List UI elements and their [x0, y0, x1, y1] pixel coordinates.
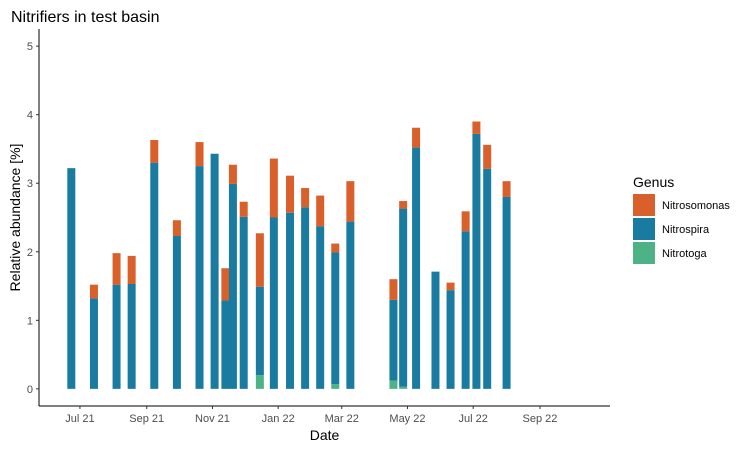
bar-nitrospira-2021-12-28	[269, 217, 278, 389]
y-tick-label: 5	[27, 41, 33, 53]
bar-nitrosomonas-2022-02-23	[331, 243, 340, 253]
x-tick-label: Nov 21	[195, 413, 230, 425]
bar-nitrospira-2021-10-20	[195, 166, 204, 389]
bar-nitrospira-2021-11-13	[221, 300, 230, 389]
bar-nitrosomonas-2021-10-20	[195, 142, 204, 167]
bar-nitrospira-2021-09-29	[172, 236, 181, 389]
bar-nitrospira-2022-04-27	[399, 208, 408, 387]
bar-nitrospira-2021-11-30	[239, 216, 248, 389]
legend-key-nitrotoga	[633, 242, 655, 264]
bar-nitrosomonas-2021-11-20	[228, 164, 237, 184]
bar-nitrosomonas-2021-09-08	[150, 140, 159, 163]
bar-nitrospira-2022-01-26	[301, 207, 310, 389]
bar-nitrotoga-2021-12-15	[255, 375, 264, 389]
plot-area	[67, 121, 511, 389]
bar-nitrospira-2022-04-18	[389, 299, 398, 381]
bar-nitrospira-2022-02-23	[331, 252, 340, 385]
bar-nitrosomonas-2021-11-30	[239, 201, 248, 217]
x-tick-label: Mar 22	[325, 413, 359, 425]
bar-nitrosomonas-2022-07-14	[483, 144, 492, 169]
bar-nitrosomonas-2021-11-13	[221, 268, 230, 301]
bar-nitrosomonas-2021-09-29	[172, 220, 181, 237]
bar-nitrospira-2021-08-04	[112, 284, 121, 389]
bar-nitrospira-2022-01-12	[286, 212, 295, 389]
bar-nitrosomonas-2022-06-10	[446, 282, 455, 291]
y-axis: 0 1 2 3 4 5	[27, 41, 39, 396]
bar-nitrotoga-2022-02-23	[331, 384, 340, 389]
bar-nitrospira-2021-09-08	[150, 162, 159, 389]
x-axis-title: Date	[310, 427, 340, 443]
bar-nitrosomonas-2022-01-26	[301, 188, 310, 208]
bar-nitrospira-2022-02-09	[316, 226, 325, 389]
bar-nitrospira-2021-12-15	[255, 286, 264, 376]
bar-nitrosomonas-2022-04-18	[389, 279, 398, 300]
bar-nitrospira-2022-03-09	[346, 221, 355, 389]
y-tick-label: 1	[27, 315, 33, 327]
x-tick-label: May 22	[389, 413, 425, 425]
x-axis: Jul 21 Sep 21 Nov 21 Jan 22 Mar 22 May 22 Jul …	[65, 406, 557, 425]
bar-nitrosomonas-2022-08-01	[502, 181, 511, 197]
bar-nitrosomonas-2021-08-18	[127, 255, 136, 284]
y-tick-label: 0	[27, 384, 33, 396]
bar-nitrospira-2022-06-10	[446, 290, 455, 389]
legend-label-nitrospira: Nitrospira	[662, 224, 710, 236]
bar-nitrosomonas-2021-12-15	[255, 233, 264, 287]
bar-nitrospira-2021-08-18	[127, 283, 136, 389]
bar-nitrosomonas-2022-05-09	[412, 127, 421, 148]
x-tick-label: Jan 22	[262, 413, 295, 425]
y-tick-label: 3	[27, 178, 33, 190]
y-axis-title: Relative abundance [%]	[7, 144, 23, 292]
legend-label-nitrosomonas: Nitrosomonas	[662, 200, 730, 212]
bar-nitrospira-2021-11-20	[228, 183, 237, 389]
bar-nitrospira-2022-07-04	[472, 133, 481, 389]
x-tick-label: Jul 22	[458, 413, 487, 425]
x-tick-label: Jul 21	[65, 413, 94, 425]
bar-nitrosomonas-2021-07-14	[89, 284, 98, 299]
bar-nitrosomonas-2021-08-04	[112, 253, 121, 285]
bar-nitrosomonas-2021-12-28	[269, 158, 278, 218]
bar-nitrospira-2021-07-14	[89, 298, 98, 389]
bar-nitrosomonas-2022-03-09	[346, 181, 355, 222]
x-tick-label: Sep 22	[523, 413, 558, 425]
bar-nitrotoga-2022-04-18	[389, 380, 398, 389]
bar-nitrosomonas-2022-06-24	[461, 211, 470, 232]
legend: Genus Nitrosomonas Nitrospira Nitrotoga	[633, 174, 730, 264]
bar-nitrospira-2022-05-27	[431, 271, 440, 389]
bar-nitrosomonas-2022-01-12	[286, 175, 295, 213]
legend-key-nitrospira	[633, 218, 655, 240]
bar-nitrospira-2021-11-03	[210, 153, 219, 389]
bar-nitrospira-2022-07-14	[483, 168, 492, 389]
bar-nitrospira-2022-05-09	[412, 147, 421, 389]
bar-nitrosomonas-2022-02-09	[316, 195, 325, 227]
legend-title: Genus	[633, 174, 674, 190]
bar-nitrospira-2021-06-23	[67, 168, 76, 389]
y-tick-label: 2	[27, 247, 33, 259]
legend-key-nitrosomonas	[633, 194, 655, 216]
y-tick-label: 4	[27, 110, 33, 122]
bar-nitrotoga-2022-04-27	[399, 386, 408, 389]
bar-nitrospira-2022-08-01	[502, 196, 511, 389]
bar-nitrosomonas-2022-04-27	[399, 201, 408, 209]
chart-title: Nitrifiers in test basin	[11, 9, 160, 26]
x-tick-label: Sep 21	[129, 413, 164, 425]
bar-nitrosomonas-2022-07-04	[472, 121, 481, 134]
legend-label-nitrotoga: Nitrotoga	[662, 248, 708, 260]
bar-nitrospira-2022-06-24	[461, 231, 470, 389]
